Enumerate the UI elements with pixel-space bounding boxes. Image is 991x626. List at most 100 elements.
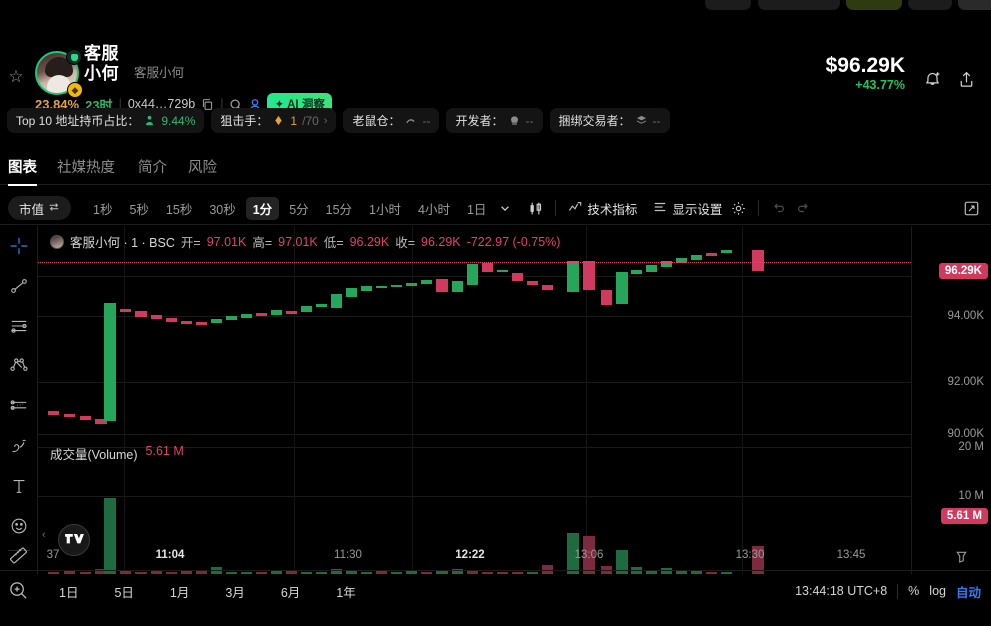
timeframe-1h[interactable]: 1小时	[369, 202, 401, 217]
chip-label: 开发者：	[455, 114, 504, 128]
token-name-line1: 客服	[84, 44, 119, 63]
chevron-down-icon[interactable]	[493, 197, 517, 220]
candle	[135, 311, 147, 317]
bell-plus-icon[interactable]	[923, 70, 943, 90]
candle	[241, 314, 252, 318]
emoji-icon[interactable]	[0, 506, 38, 546]
legend-open-key: 开=	[180, 236, 201, 250]
timeframe-15m[interactable]: 15分	[325, 202, 353, 217]
candle	[616, 272, 628, 304]
volume-bar	[467, 571, 478, 574]
zoom-in-icon[interactable]	[8, 580, 30, 602]
share-up-icon[interactable]	[957, 70, 977, 90]
chip-bundlers[interactable]: 捆绑交易者： --	[549, 108, 670, 133]
favorite-star-icon[interactable]: ☆	[8, 67, 24, 86]
range-3m[interactable]: 3月	[225, 585, 245, 600]
candle	[80, 416, 91, 420]
top-chip-5[interactable]	[958, 0, 991, 10]
redo-icon[interactable]	[791, 197, 815, 220]
chip-top10-holders[interactable]: Top 10 地址持币占比： 9.44%	[7, 108, 205, 133]
undo-icon[interactable]	[767, 197, 791, 220]
chip-developer[interactable]: 开发者： --	[446, 108, 543, 133]
fib-retracement-icon[interactable]	[0, 386, 38, 426]
tradingview-logo[interactable]	[58, 524, 90, 556]
timeframe-30s[interactable]: 30秒	[209, 202, 236, 217]
pitchfork-icon[interactable]	[0, 346, 38, 386]
legend-open-value: 97.01K	[206, 234, 247, 249]
chip-insider[interactable]: 老鼠仓： --	[343, 108, 440, 133]
timeframe-1s[interactable]: 1秒	[93, 202, 113, 217]
candle	[631, 270, 642, 274]
volume-bar	[512, 572, 523, 574]
horizontal-lines-icon[interactable]	[0, 306, 38, 346]
time-axis-label: 11:30	[334, 549, 362, 561]
token-header: ☆ ◆ 客服 小何 客服小何 23.84% 23时 | 0x44…729b |	[0, 14, 991, 115]
copy-icon[interactable]	[201, 98, 214, 111]
scroll-left-icon[interactable]: ‹	[42, 529, 46, 541]
candle	[331, 294, 342, 308]
timeframe-5m[interactable]: 5分	[289, 202, 309, 217]
range-6m[interactable]: 6月	[280, 585, 301, 600]
candle	[421, 280, 432, 284]
chip-snipers[interactable]: 狙击手： 1 /70 ›	[211, 108, 337, 133]
holders-icon	[144, 115, 156, 127]
trend-line-icon[interactable]	[0, 266, 38, 306]
timeframe-4h[interactable]: 4小时	[418, 202, 450, 217]
percent-toggle[interactable]: %	[908, 584, 920, 598]
top-chip-2[interactable]	[758, 0, 840, 10]
chevron-right-icon[interactable]: ›	[323, 114, 328, 127]
indicators-button[interactable]: 技术指标	[564, 199, 641, 218]
candle	[452, 281, 463, 292]
top-chip-1[interactable]	[705, 0, 751, 10]
time-settings-icon[interactable]	[954, 549, 969, 564]
fullscreen-icon[interactable]	[959, 197, 983, 220]
volume-bar	[376, 571, 387, 574]
display-settings-button[interactable]: 显示设置	[649, 199, 726, 218]
tab-risk[interactable]: 风险	[188, 160, 217, 176]
volume-bar	[421, 572, 432, 574]
avatar[interactable]: ◆	[35, 49, 83, 98]
timeframe-15s[interactable]: 15秒	[165, 202, 193, 217]
candle	[196, 322, 207, 325]
marketcap-toggle[interactable]: 市值	[8, 196, 72, 220]
measure-ruler-icon[interactable]	[8, 545, 30, 567]
pct-change-24h: 23.84%	[35, 96, 80, 112]
volume-bar	[241, 572, 252, 574]
log-toggle[interactable]: log	[929, 584, 946, 598]
person-icon[interactable]	[248, 98, 261, 111]
text-tool-icon[interactable]	[0, 466, 38, 506]
range-1d[interactable]: 1日	[59, 585, 79, 600]
volume-legend: 成交量(Volume) 5.61 M	[50, 444, 184, 463]
brush-icon[interactable]	[0, 426, 38, 466]
tab-about[interactable]: 简介	[138, 160, 167, 176]
timeframe-1m[interactable]: 1分	[245, 196, 280, 220]
timeframe-5s[interactable]: 5秒	[129, 202, 149, 217]
chart-area[interactable]: 客服小何 · 1 · BSC 开= 97.01K 高= 97.01K 低= 96.29…	[38, 226, 991, 574]
chip-label: 狙击手：	[220, 114, 269, 128]
section-tabs: 图表 社媒热度 简介 风险	[0, 152, 991, 186]
divider: |	[118, 97, 122, 111]
time-axis[interactable]: 37 11:04 11:30 12:22 13:06 13:30 13:45	[0, 541, 991, 571]
legend-symbol: 客服小何 · 1 · BSC	[70, 236, 175, 250]
sparkle-icon: ✦	[274, 99, 285, 111]
timeframe-1d[interactable]: 1日	[466, 202, 487, 217]
candle-style-icon[interactable]	[523, 197, 547, 220]
volume-bar	[271, 571, 282, 574]
gear-icon[interactable]	[726, 197, 750, 220]
auto-scale-toggle[interactable]: 自动	[955, 585, 981, 600]
range-5d[interactable]: 5日	[114, 585, 134, 600]
volume-axis-label: 20 M	[958, 441, 984, 453]
crosshair-icon[interactable]	[0, 226, 38, 266]
candle	[406, 283, 417, 286]
chip-value: 9.44%	[161, 113, 196, 128]
chip-value-total: /70	[302, 113, 319, 128]
range-1y[interactable]: 1年	[336, 585, 356, 600]
last-price-badge: 96.29K	[938, 263, 988, 279]
top-chip-4[interactable]	[908, 0, 952, 10]
range-1m[interactable]: 1月	[169, 585, 190, 600]
volume-bar	[616, 550, 628, 574]
tab-chart[interactable]: 图表	[8, 156, 37, 186]
top-chip-3[interactable]	[846, 0, 902, 10]
tab-social[interactable]: 社媒热度	[57, 160, 115, 176]
